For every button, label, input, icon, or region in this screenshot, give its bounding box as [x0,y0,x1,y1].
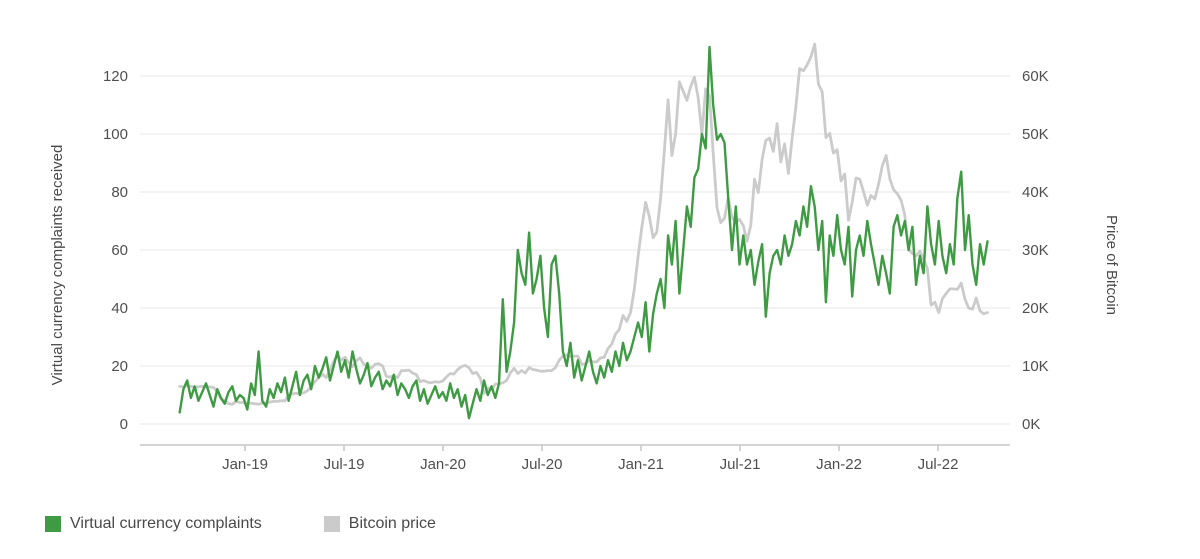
left-axis-tick-label: 100 [103,126,128,143]
x-axis-tick-label: Jan-19 [222,456,268,473]
right-axis-tick-label: 20K [1022,300,1049,317]
right-axis-tick-label: 30K [1022,242,1049,259]
x-axis-tick-label: Jul-21 [720,456,761,473]
x-axis-tick-label: Jul-19 [324,456,365,473]
complaints-line [178,45,989,420]
right-axis-title: Price of Bitcoin [1103,215,1120,315]
left-axis-tick-label: 40 [111,300,128,317]
complaints-legend-label: Virtual currency complaints [70,515,262,532]
x-axis-tick-label: Jan-22 [816,456,862,473]
x-axis-tick-label: Jul-22 [918,456,959,473]
gridlines [140,75,1010,425]
right-axis-tick-label: 40K [1022,184,1049,201]
x-axis-tick-label: Jul-20 [522,456,563,473]
right-axis-tick-label: 60K [1022,68,1049,85]
chart-legend: Virtual currency complaints Bitcoin pric… [0,489,1200,559]
complaints-legend-swatch [45,516,61,532]
bitcoin-legend-swatch [323,516,340,532]
axis-labels: 0 20 40 60 80 100 120 0K 10K 20K 30K 40K 50K 60K Jan-1… [49,68,1120,473]
x-axis-tick-label: Jan-21 [618,456,664,473]
series-lines [178,42,989,420]
right-axis-tick-label: 0K [1022,416,1040,433]
left-axis-tick-label: 120 [103,68,128,85]
right-axis-tick-label: 10K [1022,358,1049,375]
x-axis-tick-label: Jan-20 [420,456,466,473]
axis-lines [140,444,1010,451]
right-axis-tick-label: 50K [1022,126,1049,143]
legend-item-bitcoin: Bitcoin price [323,515,436,533]
left-axis-tick-label: 60 [111,242,128,259]
bitcoin-price-line [178,42,989,406]
left-axis-tick-label: 80 [111,184,128,201]
left-axis-title: Virtual currency complaints received [49,145,66,386]
legend-item-complaints: Virtual currency complaints [45,515,262,533]
left-axis-tick-label: 20 [111,358,128,375]
dual-axis-line-chart: 0 20 40 60 80 100 120 0K 10K 20K 30K 40K 50K 60K Jan-1… [49,42,1120,473]
bitcoin-legend-label: Bitcoin price [348,515,436,532]
left-axis-tick-label: 0 [120,416,128,433]
